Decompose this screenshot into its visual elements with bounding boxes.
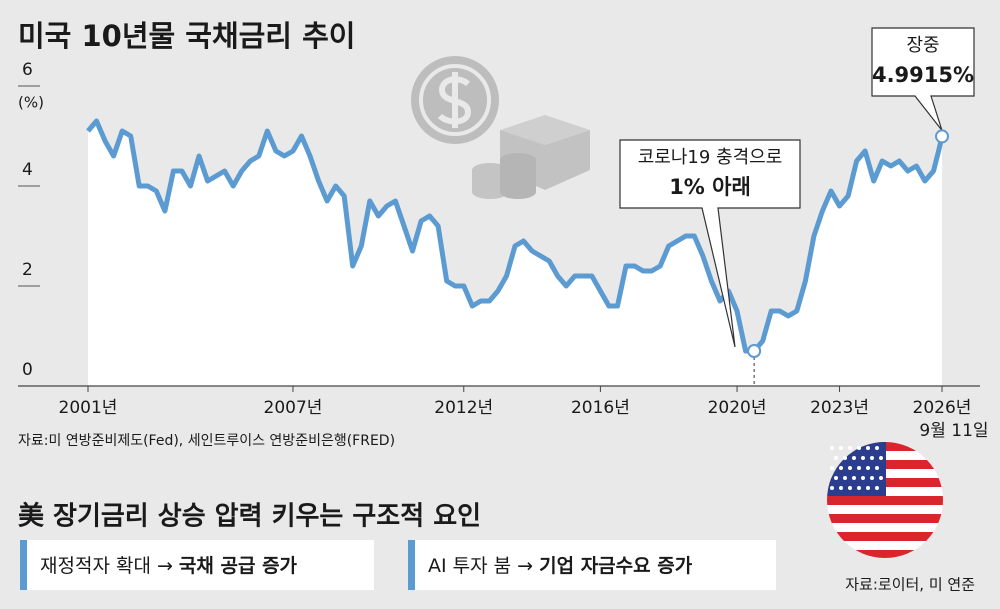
y-tick-label: 4 [22, 160, 33, 180]
callout-box [619, 139, 801, 348]
callout-text: 코로나19 충격으로 [638, 147, 783, 168]
flag-star [839, 466, 843, 470]
callout-text: 4.9915% [872, 63, 974, 87]
plot: 0 2 4 6 2001년 2007년 2012년 2016년 2020년 2023년 2026년 9… [18, 27, 989, 441]
factors-source: 자료:로이터, 미 연준 [845, 576, 975, 594]
line [86, 118, 945, 354]
flag-star [830, 446, 834, 450]
flag-star [857, 486, 861, 490]
point-marker [747, 344, 762, 358]
flag-star [830, 466, 834, 470]
flag-star [834, 456, 838, 460]
factor-cause: AI 투자 붐 → [428, 555, 539, 577]
x-tick-label: 2012년 [434, 398, 493, 418]
flag-star [866, 466, 870, 470]
flag-star [875, 486, 879, 490]
flag-star [834, 476, 838, 480]
factor-text: 재정적자 확대 → 국채 공급 증가 [40, 555, 298, 577]
flag-star [861, 456, 865, 460]
flag-star [857, 466, 861, 470]
flag-star [861, 476, 865, 480]
point-marker [935, 129, 949, 144]
factor-bar [408, 540, 415, 590]
flag-star [866, 446, 870, 450]
factor-box [20, 540, 374, 590]
y-unit: (%) [18, 94, 44, 112]
x-tick-label: 2016년 [571, 398, 630, 418]
y-tick-label: 6 [22, 60, 33, 80]
flag-star [866, 486, 870, 490]
x-tick-label: 2023년 [810, 398, 869, 418]
flag-star [848, 446, 852, 450]
flag-star [839, 446, 843, 450]
factors: 재정적자 확대 → 국채 공급 증가 AI 투자 붐 → 기업 자금수요 증가 [20, 540, 776, 590]
source: 자료:미 연방준비제도(Fed), 세인트루이스 연방준비은행(FRED) [18, 433, 395, 449]
last-date: 9월 11일 [919, 421, 988, 441]
us-flag [827, 442, 943, 558]
x-tick-label: 2026년 [913, 398, 972, 418]
factor-box [408, 540, 776, 590]
flag-star [875, 466, 879, 470]
flag-star [870, 476, 874, 480]
factor-effect: 국채 공급 증가 [179, 555, 298, 577]
flag-star [839, 486, 843, 490]
flag-star [870, 456, 874, 460]
flag-star [875, 446, 879, 450]
callout-text: 1% 아래 [669, 175, 751, 199]
flag-star [852, 456, 856, 460]
flag-star [848, 466, 852, 470]
flag-star [830, 486, 834, 490]
flag-star [879, 456, 883, 460]
money-icon [411, 56, 590, 199]
x-tick-label: 2001년 [59, 398, 118, 418]
flag-star [879, 476, 883, 480]
flag-star [843, 476, 847, 480]
chart-title: 미국 10년물 국채금리 추이 [18, 19, 355, 53]
factor-effect: 기업 자금수요 증가 [539, 555, 693, 577]
callout-box [871, 27, 975, 131]
x-tick-label: 2020년 [708, 398, 767, 418]
flag-star [848, 486, 852, 490]
y-tick-label: 0 [22, 360, 33, 380]
factor-cause: 재정적자 확대 → [40, 555, 179, 577]
flag-star [852, 476, 856, 480]
callout-text: 장중 [906, 35, 939, 56]
factors-title: 美 장기금리 상승 압력 키우는 구조적 요인 [18, 501, 481, 532]
factor-bar [20, 540, 27, 590]
flag-star [857, 446, 861, 450]
flag-star [843, 456, 847, 460]
y-tick-label: 2 [22, 260, 33, 280]
x-tick-label: 2007년 [264, 398, 323, 418]
factor-text: AI 투자 붐 → 기업 자금수요 증가 [428, 555, 693, 577]
